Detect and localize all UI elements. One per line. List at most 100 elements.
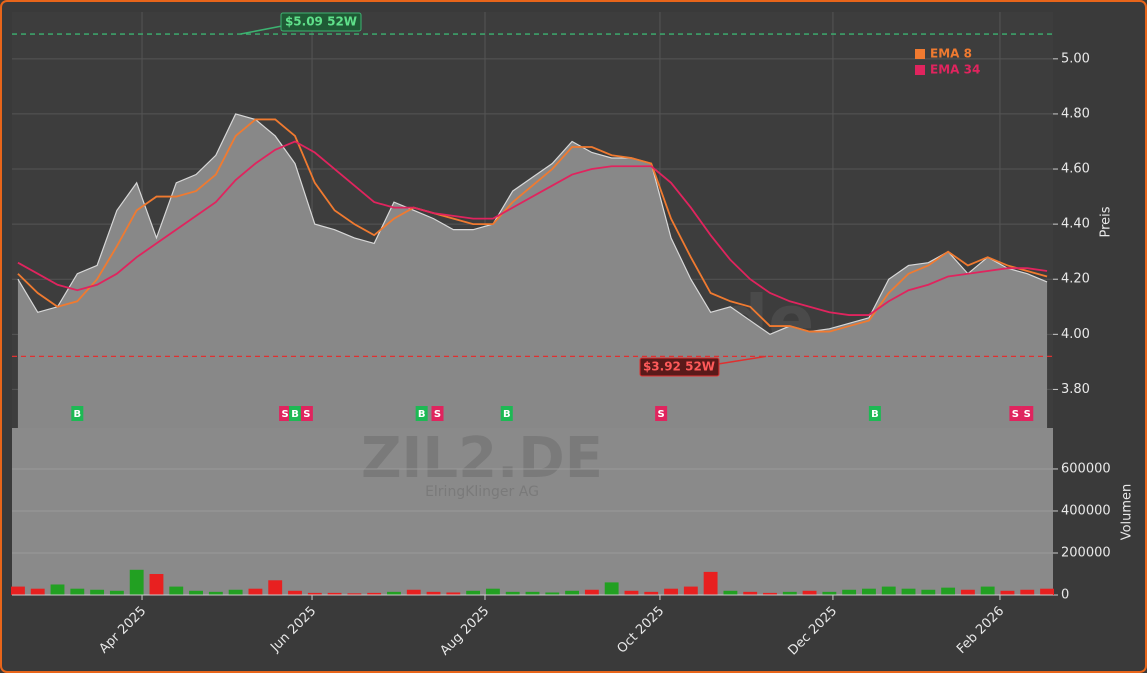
volume-bar bbox=[723, 590, 738, 595]
volume-bar bbox=[881, 586, 896, 595]
volume-bar bbox=[1000, 590, 1015, 595]
signal-label: S bbox=[282, 409, 289, 420]
y-tick-label: 4.80 bbox=[1061, 106, 1090, 121]
volume-bar bbox=[485, 588, 500, 595]
signal-marker bbox=[300, 406, 313, 421]
y-tick-label: 3.80 bbox=[1061, 382, 1090, 397]
signal-label: S bbox=[658, 409, 665, 420]
volume-bar bbox=[743, 591, 758, 595]
volume-bar bbox=[30, 588, 45, 595]
company-watermark: ElringKlinger AG bbox=[425, 484, 539, 500]
legend-swatch bbox=[915, 65, 925, 75]
volume-bar bbox=[446, 592, 461, 595]
volume-bar bbox=[426, 591, 441, 595]
volume-bar bbox=[842, 589, 857, 595]
volume-bar bbox=[466, 590, 481, 595]
volume-bar bbox=[921, 589, 936, 595]
symbol-watermark: ZIL2.DE bbox=[361, 426, 603, 491]
volume-bar bbox=[822, 591, 837, 595]
y-tick-label: 4.20 bbox=[1061, 272, 1090, 287]
volume-bar bbox=[189, 590, 203, 595]
volume-bar bbox=[525, 591, 540, 595]
volume-bar bbox=[644, 591, 659, 595]
volume-bar bbox=[664, 588, 678, 595]
volume-bar bbox=[70, 588, 85, 595]
signal-marker bbox=[500, 406, 513, 421]
legend-label: EMA 34 bbox=[930, 63, 980, 77]
volume-bar bbox=[703, 571, 718, 595]
signal-label: S bbox=[303, 409, 310, 420]
annotation-arrow bbox=[717, 355, 767, 365]
signal-marker bbox=[71, 406, 84, 421]
volume-bar bbox=[584, 589, 599, 595]
volume-bar bbox=[862, 588, 876, 595]
y-tick-label: 5.00 bbox=[1061, 51, 1090, 66]
volume-bar bbox=[248, 588, 263, 595]
volume-bar bbox=[307, 592, 322, 595]
signal-marker bbox=[431, 406, 444, 421]
annotation-arrow bbox=[240, 25, 283, 35]
signal-marker bbox=[655, 406, 668, 421]
legend-label: EMA 8 bbox=[930, 47, 972, 61]
y-tick-label: 600000 bbox=[1061, 461, 1111, 476]
volume-bar bbox=[604, 582, 619, 595]
volume-bar bbox=[90, 589, 105, 595]
signal-marker bbox=[1009, 406, 1022, 421]
annotation-label: $5.09 52W bbox=[285, 15, 357, 29]
volume-bar bbox=[683, 586, 698, 595]
y-tick-label: 400000 bbox=[1061, 503, 1111, 518]
price-area bbox=[17, 113, 1048, 428]
volume-bar bbox=[268, 580, 283, 595]
volume-bar bbox=[624, 590, 639, 595]
volume-bar bbox=[129, 569, 144, 595]
ema-line bbox=[17, 140, 1048, 316]
y-tick-label: 4.40 bbox=[1061, 217, 1090, 232]
volume-bar bbox=[327, 592, 342, 595]
signal-label: B bbox=[73, 409, 81, 420]
annotation-box bbox=[639, 357, 720, 377]
signal-label: B bbox=[418, 409, 426, 420]
volume-bar bbox=[1040, 588, 1054, 595]
volume-bar bbox=[980, 586, 995, 595]
y-axis-label: Volumen bbox=[1120, 484, 1135, 541]
volume-bar bbox=[406, 589, 421, 595]
volume-bar bbox=[782, 591, 797, 595]
signal-label: S bbox=[434, 409, 441, 420]
signal-marker bbox=[415, 406, 428, 421]
volume-bar bbox=[505, 591, 520, 595]
volume-bar bbox=[347, 593, 362, 595]
y-axis-label: Preis bbox=[1099, 206, 1114, 237]
volume-bar bbox=[960, 589, 975, 595]
volume-bar bbox=[387, 591, 401, 595]
volume-bar bbox=[288, 590, 302, 595]
volume-bar bbox=[941, 587, 956, 595]
price-line bbox=[17, 113, 1048, 336]
signal-label: B bbox=[503, 409, 511, 420]
signal-marker bbox=[1021, 406, 1034, 421]
volume-bar bbox=[50, 584, 65, 595]
y-tick-label: 200000 bbox=[1061, 545, 1111, 560]
signal-marker bbox=[279, 406, 292, 421]
volume-bar bbox=[149, 573, 164, 595]
volume-bar bbox=[545, 592, 560, 595]
volume-bar bbox=[1020, 589, 1035, 595]
signal-marker bbox=[289, 406, 302, 421]
volume-bar bbox=[565, 590, 580, 595]
annotation-box bbox=[280, 12, 362, 32]
volume-bar bbox=[802, 590, 817, 595]
y-tick-label: 4.60 bbox=[1061, 162, 1090, 177]
volume-bar bbox=[208, 591, 223, 595]
signal-label: S bbox=[1012, 409, 1019, 420]
volume-bar bbox=[901, 588, 916, 595]
y-tick-label: 0 bbox=[1061, 588, 1069, 603]
volume-bar bbox=[11, 586, 25, 595]
annotation-label: $3.92 52W bbox=[643, 360, 715, 374]
volume-bar bbox=[367, 592, 382, 595]
volume-bar bbox=[109, 590, 124, 595]
legend-swatch bbox=[915, 49, 925, 59]
volume-bar bbox=[169, 586, 184, 595]
signal-label: B bbox=[291, 409, 299, 420]
signal-label: S bbox=[1024, 409, 1031, 420]
y-tick-label: 4.00 bbox=[1061, 327, 1090, 342]
